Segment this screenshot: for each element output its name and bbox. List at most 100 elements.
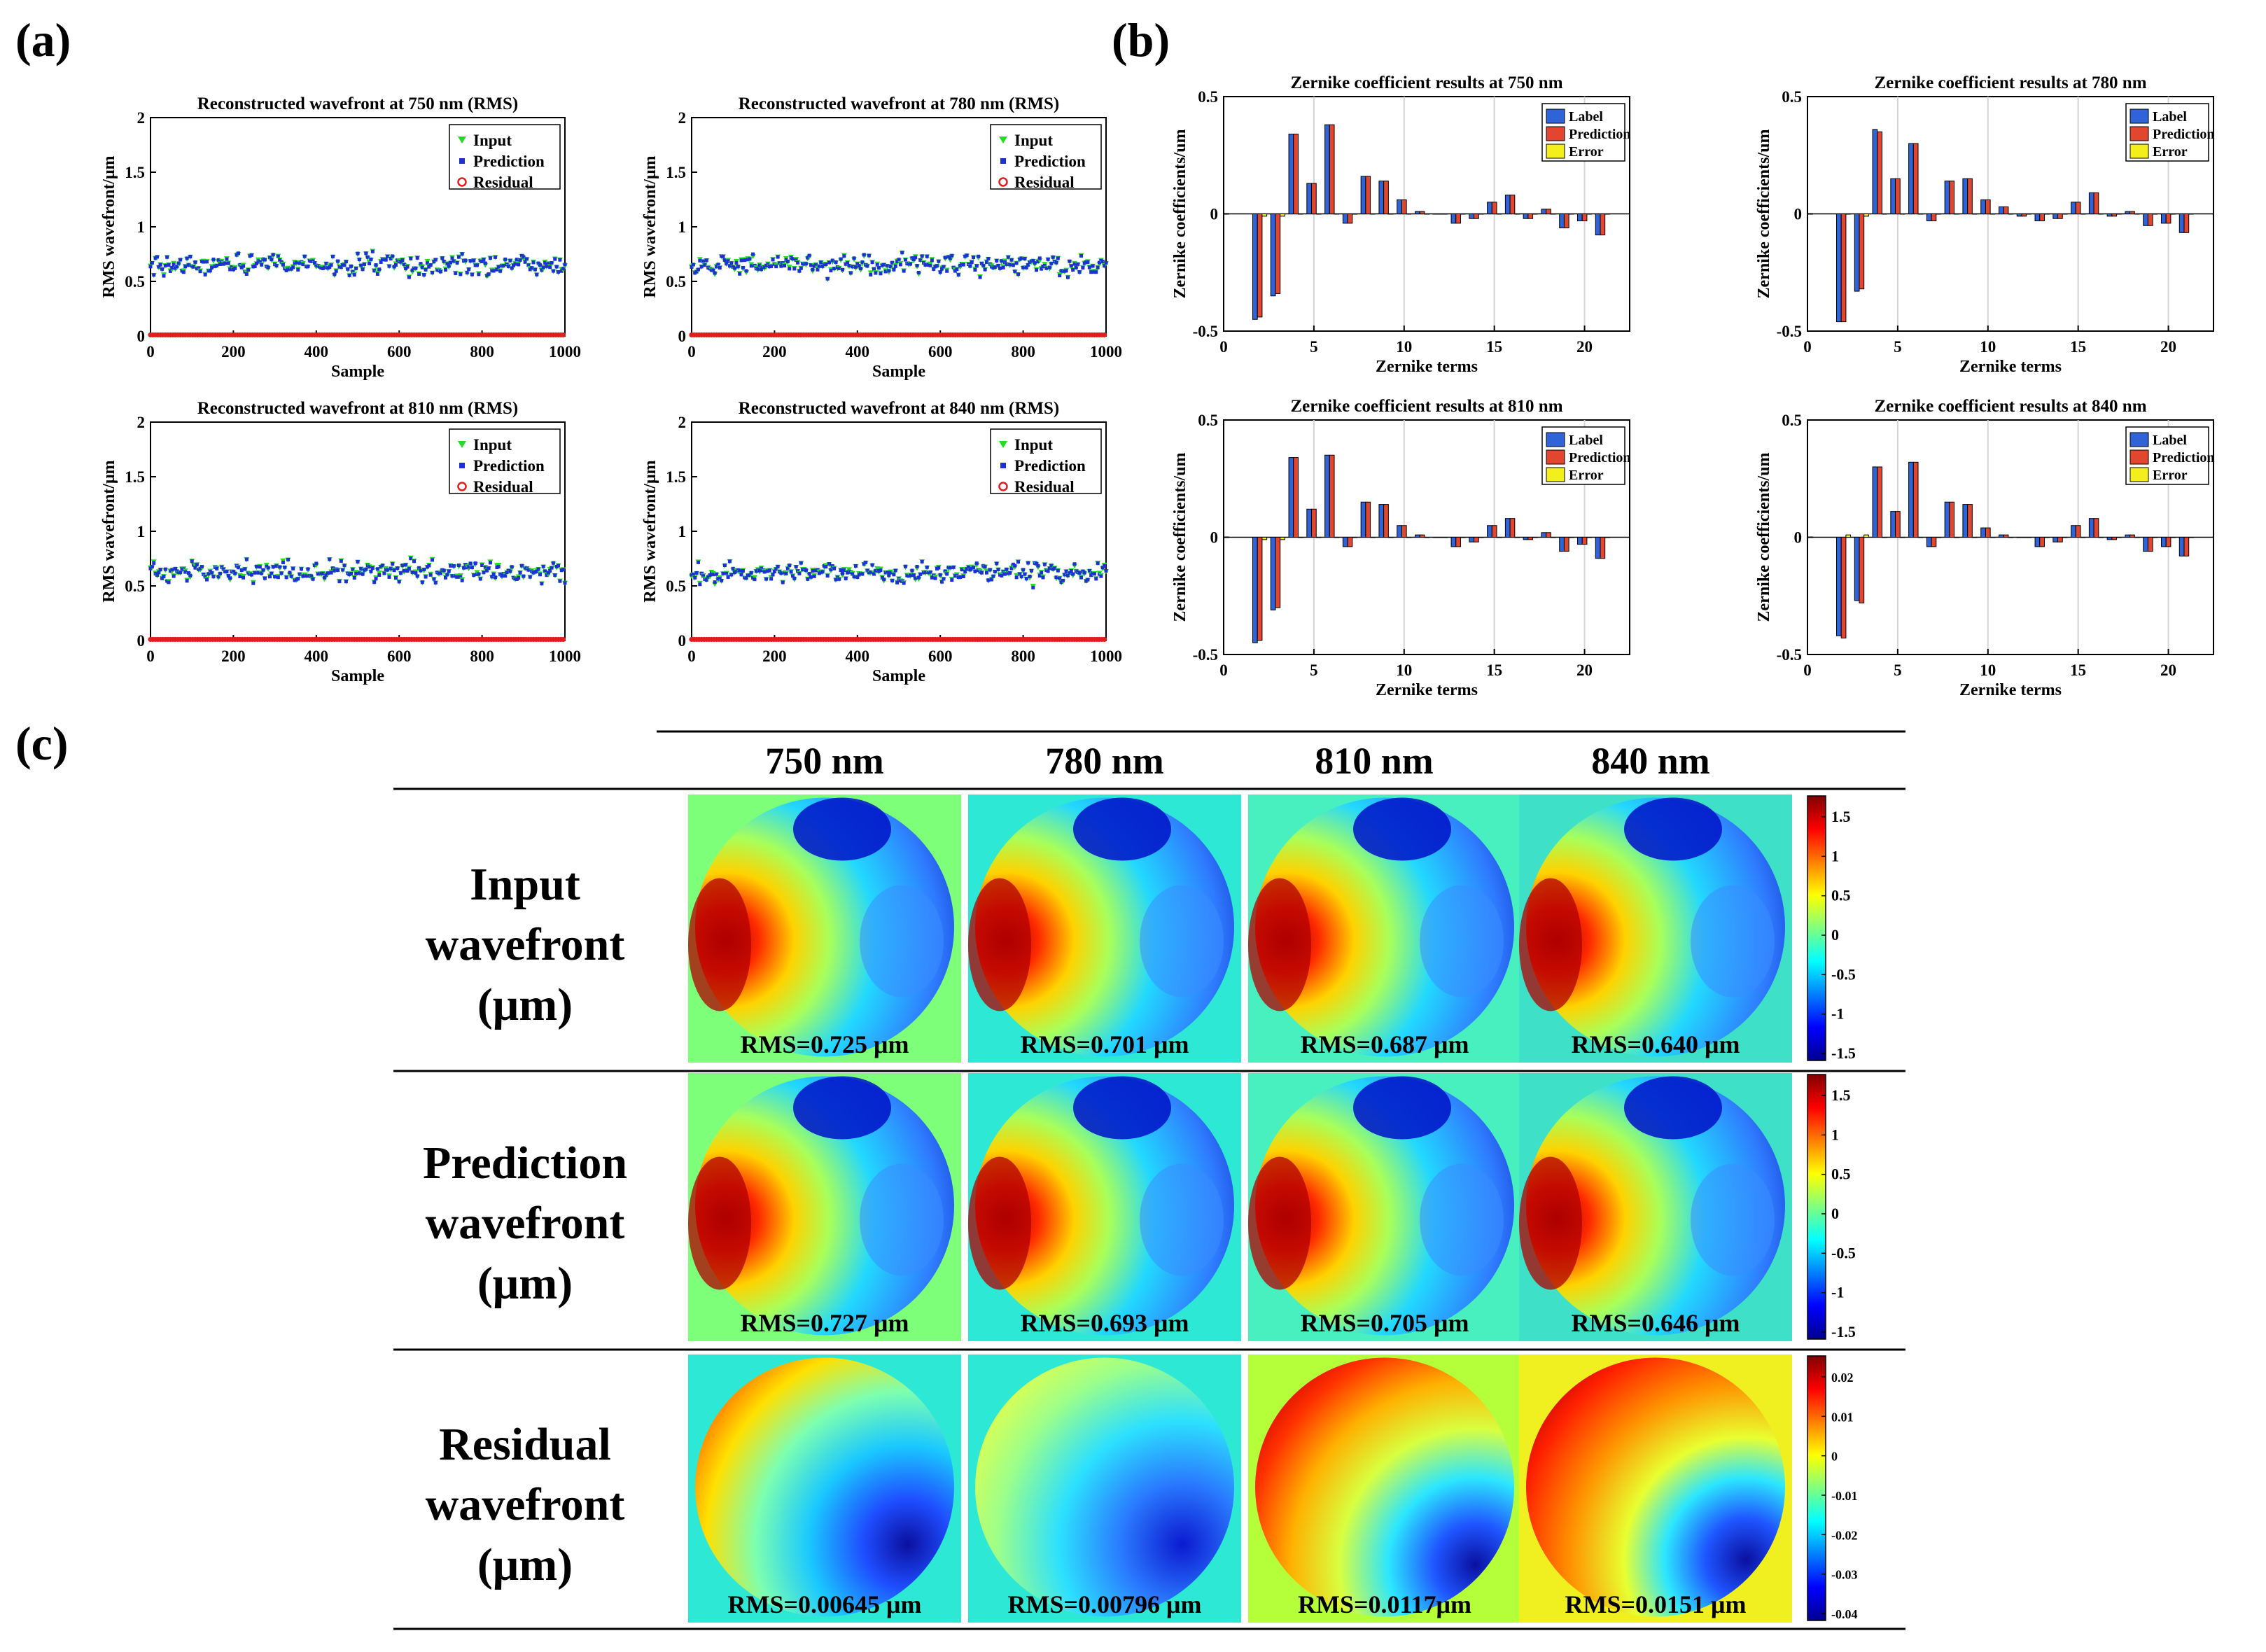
x-axis-label: Sample [331,363,384,381]
bar-error [1424,214,1430,215]
prediction-point [974,561,979,566]
prediction-point [462,566,466,570]
legend-box [449,124,561,190]
prediction-point [525,257,529,261]
ridge-region [688,1156,751,1290]
prediction-point [769,577,774,581]
prediction-point [233,266,237,270]
bar-prediction [2003,206,2009,215]
prediction-point [221,567,225,571]
prediction-point [239,568,244,573]
prediction-point [870,563,874,567]
prediction-point [983,565,987,569]
prediction-point [258,565,262,569]
y-tick-label: 2 [678,414,687,431]
prediction-point [494,255,498,259]
prediction-point [1018,572,1022,576]
trough-region [860,1163,944,1276]
y-tick-label: 2 [137,414,146,431]
prediction-point [370,249,375,253]
prediction-point [1042,562,1047,566]
rms-value: RMS=0.705 μm [1301,1309,1469,1337]
prediction-point [893,264,897,268]
legend-swatch [2129,126,2149,141]
prediction-point [979,261,984,265]
prediction-point [950,578,954,582]
bars [1252,124,1610,320]
prediction-point [306,567,310,571]
prediction-point [918,258,923,262]
prediction-point [1079,253,1083,258]
prediction-point [456,255,461,259]
prediction-point [545,264,549,268]
prediction-point [445,262,449,266]
prediction-point [963,570,967,574]
prediction-point [296,267,300,272]
prediction-point [186,571,190,575]
prediction-point [190,559,194,564]
bar-label [1926,537,1932,547]
legend-label: Prediction [473,457,545,475]
wavefront-disk [1526,1357,1785,1617]
prediction-point [433,580,438,584]
prediction-point [361,572,365,576]
prediction-point [825,276,830,281]
prediction-point [920,254,924,258]
prediction-point [312,261,316,265]
prediction-point [483,261,487,265]
prediction-point [829,568,833,572]
legend-swatch [2129,449,2149,465]
prediction-point [170,265,174,270]
prediction-point [359,263,363,267]
prediction-point [734,260,739,265]
map-tile-r2-c2: RMS=0.0117μm [1248,1354,1521,1623]
prediction-point [1079,575,1083,580]
y-tick-label: 1 [137,523,146,540]
bar-label [1487,202,1492,214]
prediction-point [417,566,421,570]
bar-error [1478,214,1484,215]
prediction-point [722,258,727,262]
prediction-point [804,568,808,572]
bar-prediction [2039,537,2045,547]
prediction-point [249,573,253,577]
legend-box [990,428,1102,494]
prediction-point [1023,257,1027,261]
x-tick-label: 20 [2160,662,2176,679]
prediction-point [749,570,753,575]
prediction-point [1013,564,1017,568]
prediction-point [1061,578,1065,582]
colorbar [1807,1355,1826,1621]
colorbar-tick-label: 0 [1831,926,1839,944]
bar-label [1595,537,1601,559]
prediction-point [445,573,449,577]
prediction-point [1000,573,1004,578]
trough-region [1691,1163,1775,1276]
colorbar-tick-label: 0 [1831,1450,1838,1464]
prediction-point [477,572,481,576]
prediction-point [961,575,965,579]
colorbar-tick-label: 0.02 [1831,1371,1854,1385]
row-label: wavefront [426,1198,625,1249]
x-tick-label: 10 [1980,338,1996,356]
colorbar-tick-label: 1.5 [1831,808,1851,825]
prediction-point [324,573,328,578]
prediction-point [832,267,837,271]
prediction-point [1044,266,1049,270]
prediction-point [1082,570,1086,575]
prediction-point [859,267,863,271]
bar-label [1577,214,1583,222]
scatter-points [689,251,1109,338]
prediction-point [814,263,818,267]
bar-label [1595,214,1601,236]
prediction-point [185,579,189,583]
x-tick-label: 200 [762,648,787,665]
prediction-point [488,561,492,565]
legend-label: Residual [473,478,533,496]
prediction-point [893,568,897,573]
prediction-point [797,269,802,273]
prediction-point [932,267,936,271]
prediction-point [882,262,886,267]
prediction-point [945,572,949,576]
map-tile-r2-c1: RMS=0.00796 μm [968,1354,1241,1623]
